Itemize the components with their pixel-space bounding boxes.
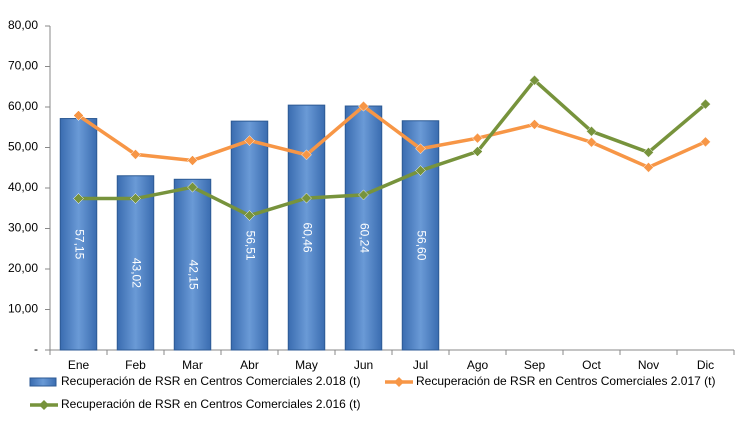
x-tick-label: Ene bbox=[68, 358, 90, 372]
marker bbox=[586, 136, 597, 148]
y-tick-label: 30,00 bbox=[8, 221, 38, 235]
x-tick-label: Feb bbox=[125, 358, 146, 372]
marker bbox=[73, 193, 84, 204]
y-tick-label: 40,00 bbox=[8, 180, 38, 194]
marker bbox=[187, 155, 198, 166]
line bbox=[78, 77, 707, 218]
bar bbox=[59, 118, 98, 351]
marker bbox=[586, 125, 597, 137]
marker bbox=[301, 149, 312, 161]
marker bbox=[700, 98, 711, 110]
x-tick-label: Oct bbox=[582, 358, 601, 372]
y-tick-label: 50,00 bbox=[8, 140, 38, 154]
marker bbox=[415, 165, 426, 176]
marker bbox=[700, 136, 711, 148]
x-tick-label: Mar bbox=[182, 358, 203, 372]
legend-label: Recuperación de RSR en Centros Comercial… bbox=[416, 374, 715, 388]
y-tick-label: 70,00 bbox=[8, 59, 38, 73]
data-label: 60,46 bbox=[300, 223, 314, 253]
legend-marker bbox=[394, 377, 404, 387]
marker bbox=[358, 189, 369, 201]
marker bbox=[643, 147, 654, 158]
line bbox=[77, 103, 707, 170]
y-tick-label: 60,00 bbox=[8, 99, 38, 113]
bar bbox=[401, 120, 440, 351]
marker bbox=[358, 100, 369, 112]
marker bbox=[130, 193, 141, 204]
x-tick-label: Jul bbox=[413, 358, 428, 372]
data-label: 56,51 bbox=[243, 231, 257, 261]
marker bbox=[244, 135, 255, 146]
marker bbox=[415, 143, 426, 155]
x-tick-label: Jun bbox=[354, 358, 373, 372]
x-tick-label: Abr bbox=[240, 358, 259, 372]
marker bbox=[472, 146, 483, 157]
marker bbox=[643, 161, 654, 173]
x-tick-label: Sep bbox=[524, 358, 546, 372]
x-tick-label: Dic bbox=[697, 358, 714, 372]
data-label: 56,60 bbox=[414, 230, 428, 260]
y-tick-label: 10,00 bbox=[8, 302, 38, 316]
legend-marker bbox=[39, 400, 49, 410]
marker bbox=[130, 149, 141, 160]
x-tick-label: Nov bbox=[638, 358, 659, 372]
y-tick-label: 80,00 bbox=[8, 18, 38, 32]
legend-label: Recuperación de RSR en Centros Comercial… bbox=[61, 374, 360, 388]
data-label: 57,15 bbox=[72, 229, 86, 259]
bar bbox=[230, 120, 269, 351]
marker bbox=[73, 110, 84, 121]
x-tick-label: May bbox=[295, 358, 318, 372]
marker bbox=[529, 74, 540, 86]
bar bbox=[344, 105, 383, 351]
legend-swatch bbox=[29, 377, 57, 387]
data-label: 42,15 bbox=[186, 260, 200, 290]
y-tick-label: 20,00 bbox=[8, 261, 38, 275]
bar bbox=[173, 178, 212, 351]
data-label: 60,24 bbox=[357, 223, 371, 253]
data-label: 43,02 bbox=[129, 258, 143, 288]
marker bbox=[244, 210, 255, 221]
bar bbox=[116, 175, 155, 351]
x-tick-label: Ago bbox=[467, 358, 489, 372]
marker bbox=[187, 181, 198, 193]
marker bbox=[301, 192, 312, 204]
marker bbox=[529, 119, 540, 130]
legend-label: Recuperación de RSR en Centros Comercial… bbox=[61, 397, 360, 411]
y-tick-label: - bbox=[34, 342, 38, 356]
marker bbox=[472, 132, 483, 144]
